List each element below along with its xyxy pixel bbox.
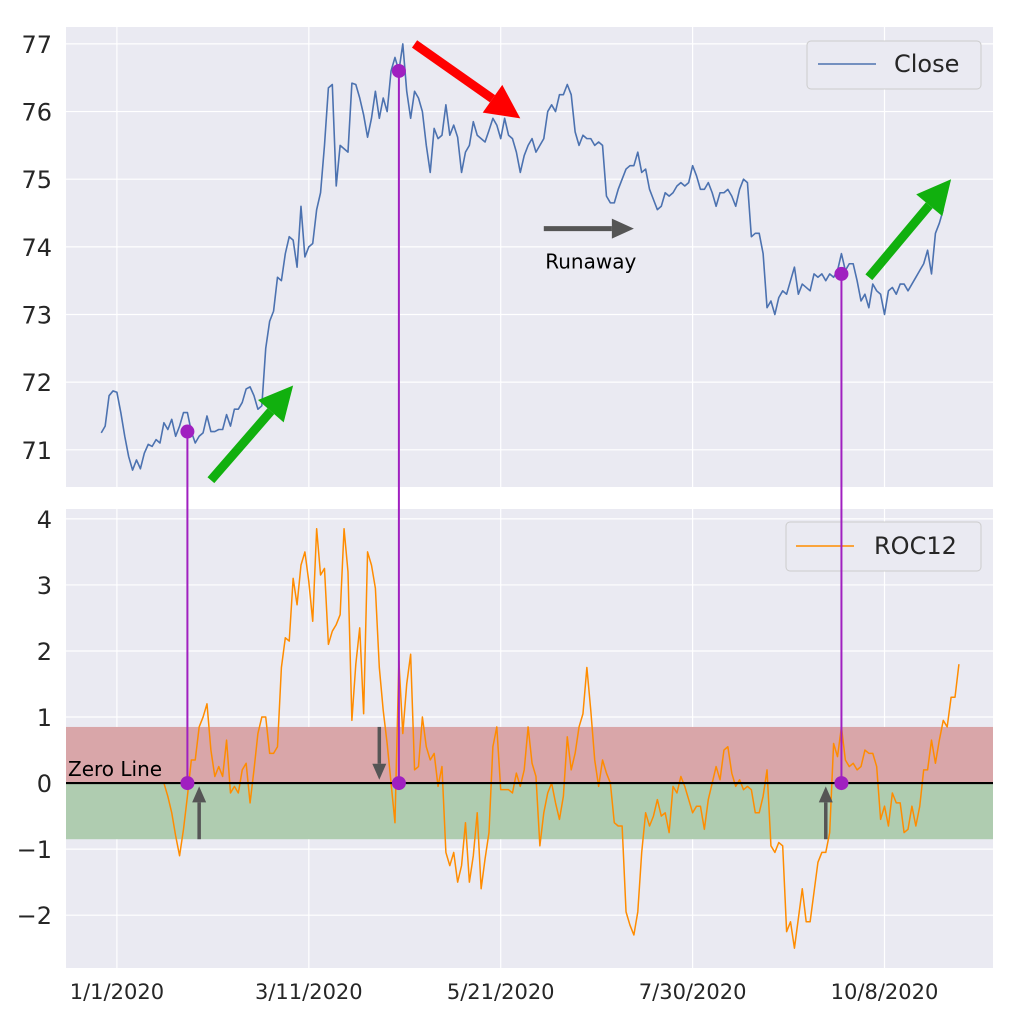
- uptrend-arrow: [865, 179, 952, 281]
- roc12-legend-label: ROC12: [874, 532, 957, 560]
- roc-down-arrow-head: [372, 763, 387, 780]
- close-legend-label: Close: [894, 50, 959, 78]
- date-tick-label: 1/1/2020: [70, 980, 164, 1004]
- roc-ytick-label: −1: [17, 836, 52, 864]
- uptrend-arrow-head: [258, 385, 294, 423]
- roc-signal-marker: [391, 776, 406, 791]
- oversold-band: [66, 783, 993, 840]
- roc-legend-box: [785, 521, 982, 572]
- roc-ytick-label: 0: [37, 770, 52, 798]
- price-signal-marker: [834, 266, 849, 281]
- runaway-arrow: [543, 218, 634, 239]
- close-series-line: [100, 43, 945, 471]
- date-tick-label: 7/30/2020: [639, 980, 747, 1004]
- price-ytick-label: 72: [21, 369, 52, 397]
- roc-up-arrow: [818, 786, 833, 840]
- roc-panel: 4 3 2 1 0 −1 −2 Zero Line ROC12: [17, 506, 993, 968]
- roc-signal-marker: [180, 776, 195, 791]
- roc-ytick-label: 4: [37, 506, 52, 534]
- downtrend-arrow: [411, 40, 521, 119]
- date-tick-label: 10/8/2020: [831, 980, 939, 1004]
- zero-line-label: Zero Line: [68, 757, 162, 781]
- uptrend-arrow-head: [916, 179, 952, 217]
- date-tick-label: 5/21/2020: [447, 980, 555, 1004]
- price-ytick-label: 73: [21, 302, 52, 330]
- roc12-series-line: [163, 528, 960, 949]
- downtrend-arrow-shaft: [411, 40, 496, 103]
- roc-ytick-label: 3: [37, 572, 52, 600]
- roc-down-arrow: [372, 726, 387, 780]
- roc-ytick-label: −2: [17, 902, 52, 930]
- runaway-arrow-head: [611, 218, 634, 239]
- price-ytick-label: 77: [21, 31, 52, 59]
- roc-ytick-label: 1: [37, 704, 52, 732]
- price-panel: 71 72 73 74 75 76 77 Runaway Close: [21, 27, 993, 487]
- roc-ytick-label: 2: [37, 638, 52, 666]
- date-tick-label: 3/11/2020: [255, 980, 363, 1004]
- price-ytick-label: 75: [21, 166, 52, 194]
- price-ytick-label: 71: [21, 437, 52, 465]
- date-axis: 1/1/2020 3/11/2020 5/21/2020 7/30/2020 10/8/…: [70, 980, 939, 1004]
- downtrend-arrow-head: [482, 84, 521, 119]
- price-plot-background: [66, 27, 993, 487]
- roc-legend: ROC12: [785, 521, 982, 572]
- price-signal-marker: [180, 424, 195, 439]
- price-ytick-label: 74: [21, 234, 52, 262]
- uptrend-arrow: [207, 385, 294, 484]
- runaway-annotation: Runaway: [545, 249, 636, 273]
- roc-up-arrow: [192, 786, 207, 840]
- roc-signal-marker: [834, 776, 849, 791]
- uptrend-arrow-shaft: [865, 202, 933, 281]
- price-signal-marker: [391, 63, 406, 78]
- signal-connectors: [180, 63, 849, 791]
- roc-up-arrow-head: [818, 786, 833, 803]
- price-legend-box: [806, 40, 982, 90]
- uptrend-arrow-shaft: [207, 408, 275, 484]
- price-ytick-label: 76: [21, 99, 52, 127]
- price-legend: Close: [806, 40, 982, 90]
- roc-up-arrow-head: [192, 786, 207, 803]
